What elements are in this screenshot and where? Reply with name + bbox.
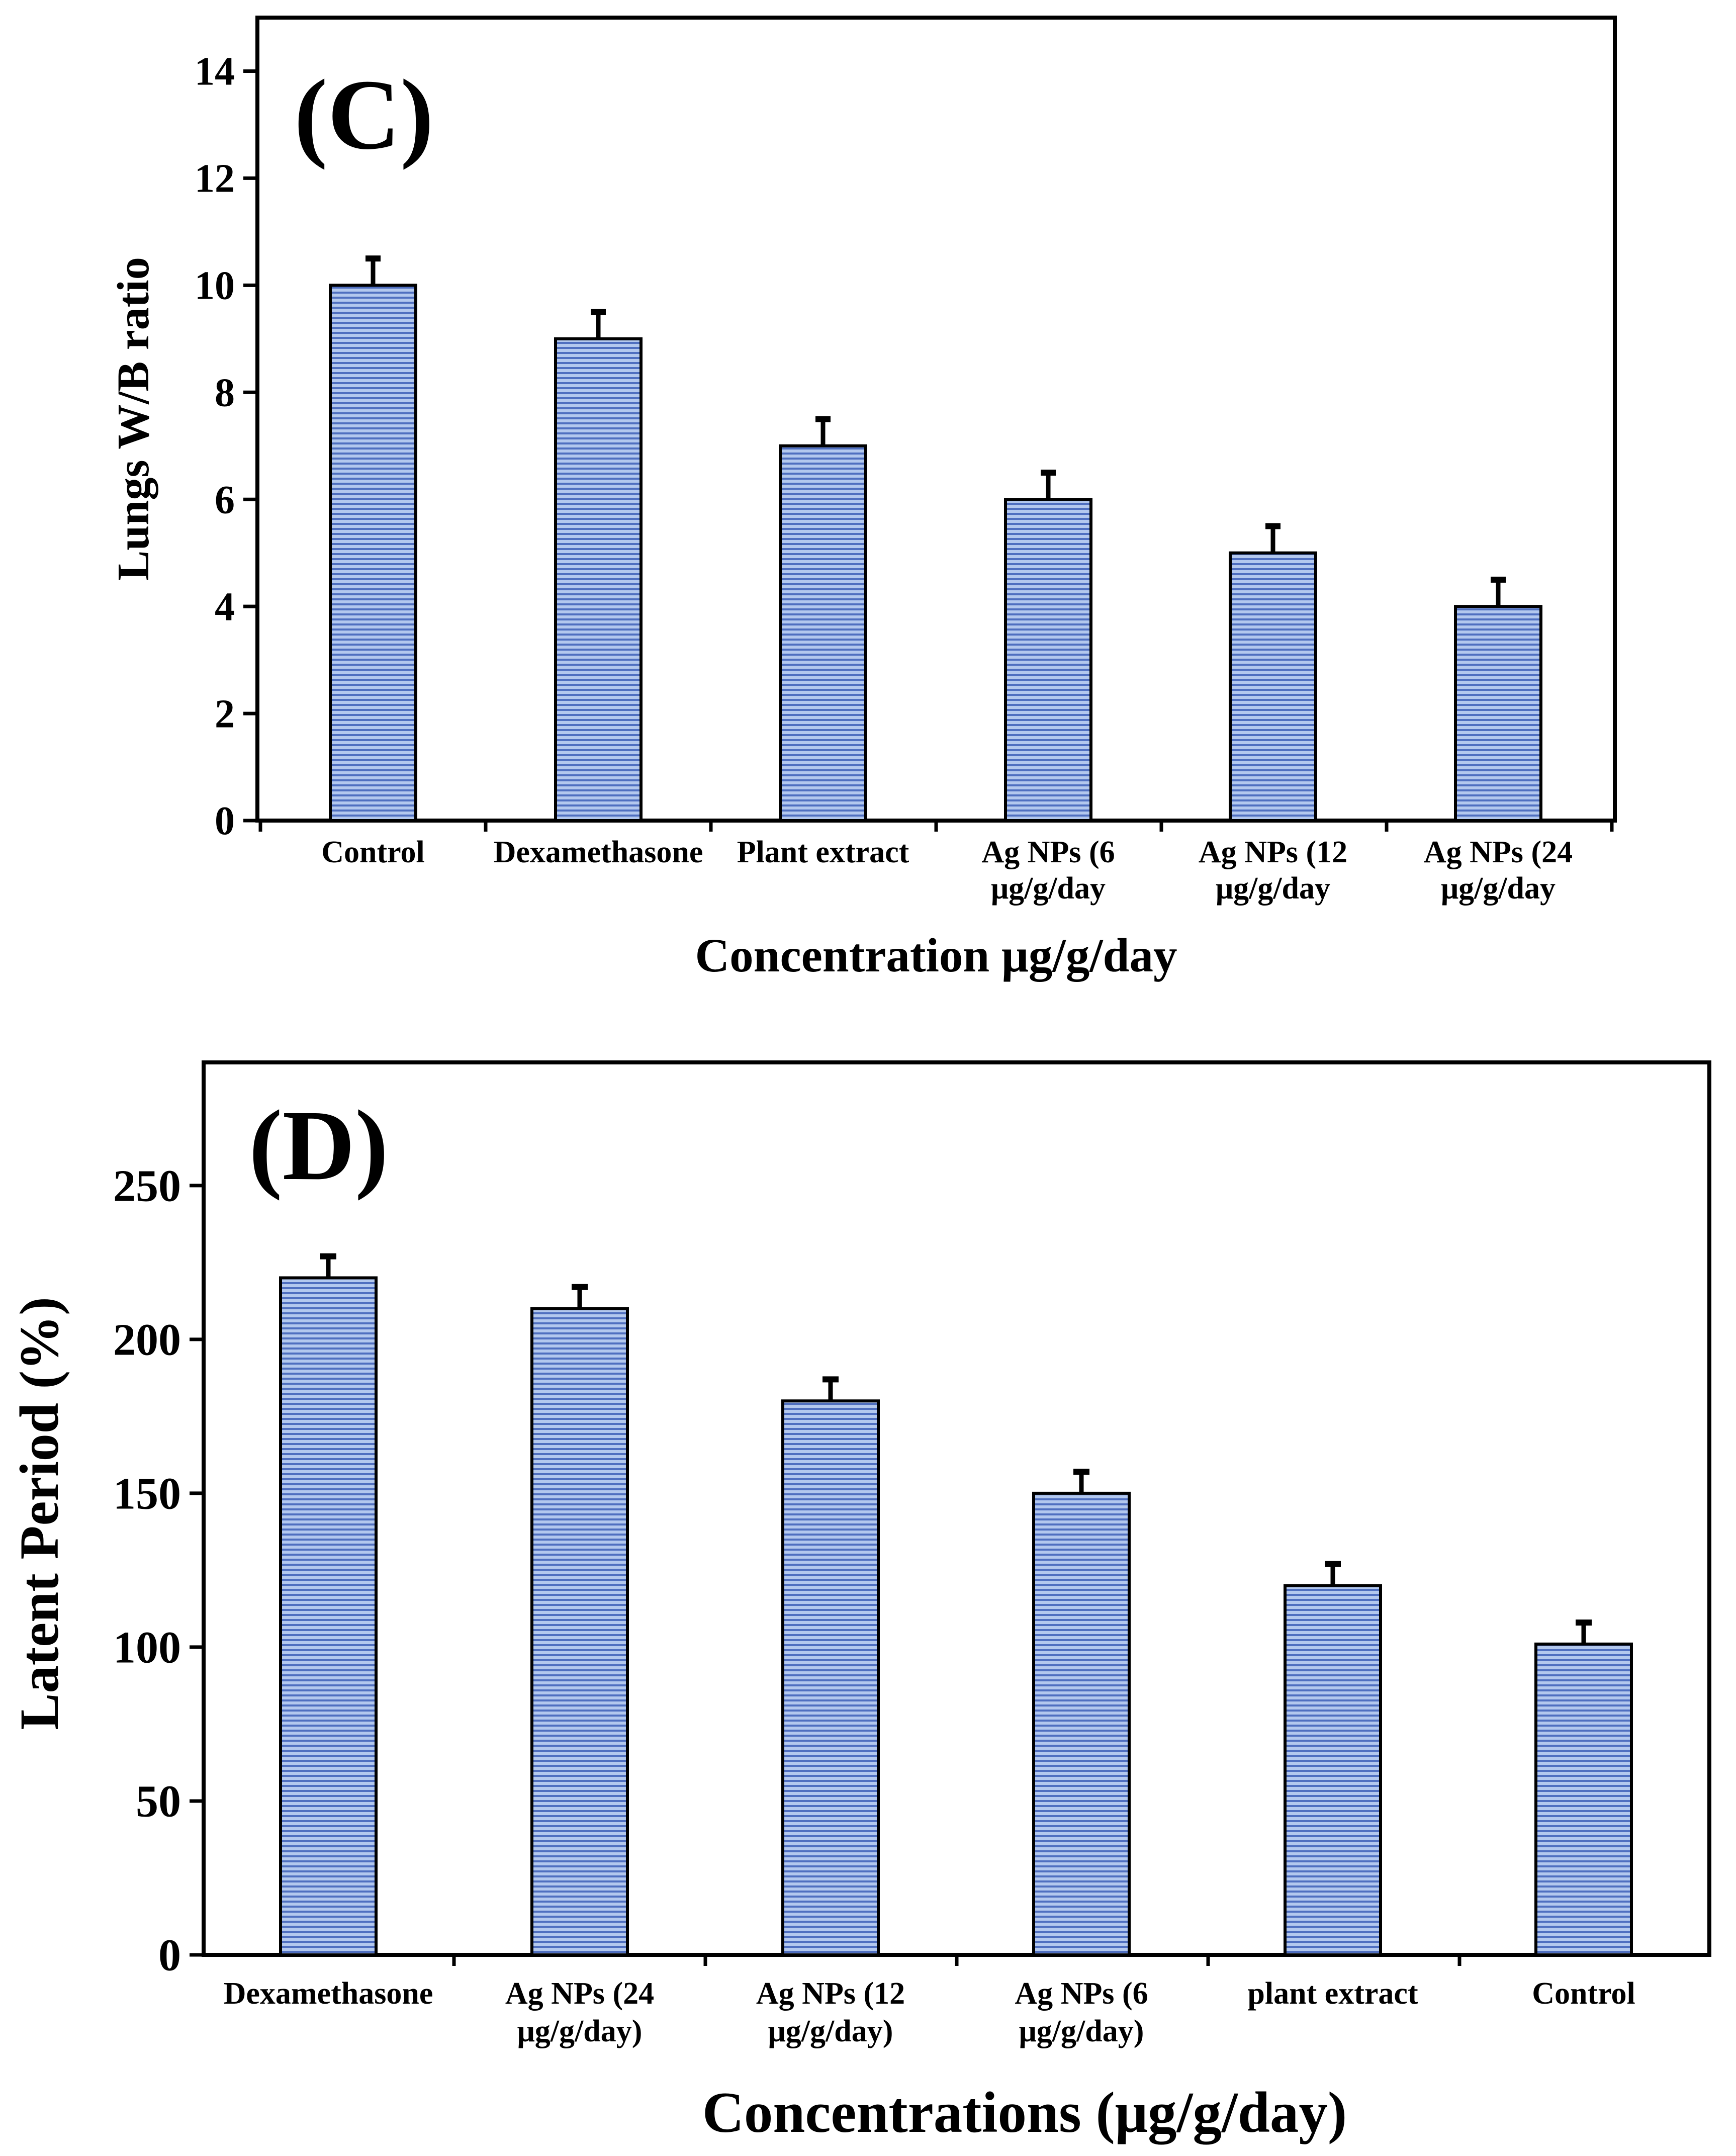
x-axis-label-d: Concentrations (μg/g/day)	[702, 2081, 1347, 2144]
x-axis-ticks-c: Control Dexamethasone Plant extract Ag NPs …	[258, 821, 1614, 906]
x-tick-label-line: μg/g/day	[991, 871, 1106, 906]
x-tick-label: Ag NPs (24 μg/g/day)	[505, 1977, 654, 2048]
y-tick-label: 0	[158, 1931, 181, 1981]
x-tick-label: Plant extract	[737, 835, 909, 869]
x-tick-label-line: Control	[1532, 1977, 1635, 2011]
y-tick-label: 200	[113, 1315, 181, 1365]
bar	[1229, 551, 1317, 822]
bars-d	[279, 1253, 1633, 1957]
bar	[1284, 1584, 1382, 1957]
chart-panel-c: (C) 0 2 4 6 8 10 12 14 Control Dexamethasone Plan…	[109, 16, 1617, 982]
x-tick-label-line: μg/g/day)	[517, 2014, 643, 2048]
x-axis-ticks-d: Dexamethasone Ag NPs (24 μg/g/day)Ag NPs (…	[224, 1955, 1635, 2048]
x-tick-label-line: Ag NPs (24	[505, 1977, 654, 2011]
y-axis-ticks-d: 0 50 100 150 200 250	[113, 1161, 204, 1981]
x-tick-label: Ag NPs (6 μg/g/day)	[1015, 1977, 1148, 2048]
y-tick-label: 8	[215, 371, 235, 415]
bar	[279, 1276, 378, 1956]
panel-label-c: (C)	[294, 59, 434, 170]
bar	[779, 444, 867, 822]
y-axis-ticks-c: 0 2 4 6 8 10 12 14	[195, 50, 257, 843]
bar	[530, 1307, 629, 1957]
x-tick-label: Ag NPs (6 μg/g/day	[981, 835, 1115, 906]
x-tick-label-line: Ag NPs (6	[981, 835, 1115, 869]
bar	[1004, 498, 1092, 822]
chart-panel-d: (D) 0 50 100 150 200 250 Dexamethasone Ag NPs …	[9, 1060, 1711, 2144]
x-tick-label-line: μg/g/day	[1216, 871, 1330, 906]
y-tick-label: 250	[113, 1161, 181, 1211]
x-tick-label-line: μg/g/day)	[768, 2014, 893, 2048]
x-tick-label-line: Ag NPs (6	[1015, 1977, 1148, 2011]
bar	[781, 1399, 880, 1956]
bar	[554, 337, 643, 822]
x-tick-label: Ag NPs (24 μg/g/day	[1424, 835, 1573, 906]
y-tick-label: 12	[195, 157, 235, 201]
y-tick-label: 4	[215, 585, 235, 629]
y-tick-label: 150	[113, 1469, 181, 1518]
x-tick-label-line: Ag NPs (12	[756, 1977, 905, 2011]
x-tick-label-line: Ag NPs (12	[1199, 835, 1347, 869]
x-tick-label: plant extract	[1247, 1977, 1418, 2011]
y-tick-label: 6	[215, 478, 235, 522]
x-tick-label: Dexamethasone	[224, 1977, 433, 2011]
panel-label-d: (D)	[249, 1090, 389, 1201]
bars-c	[329, 255, 1542, 822]
x-tick-label-line: Dexamethasone	[224, 1977, 433, 2011]
y-tick-label: 100	[113, 1623, 181, 1673]
bar	[1454, 605, 1542, 822]
x-axis-label-c: Concentration μg/g/day	[695, 929, 1177, 982]
bar	[1534, 1642, 1633, 1956]
y-tick-label: 50	[136, 1777, 181, 1827]
y-tick-label: 14	[195, 50, 235, 94]
x-tick-label: Dexamethasone	[494, 835, 703, 869]
plot-frame-d	[202, 1060, 1711, 1957]
y-axis-label-d: Latent Period (%)	[9, 1297, 70, 1730]
x-tick-label-line: plant extract	[1247, 1977, 1418, 2011]
x-tick-label-line: μg/g/day)	[1019, 2014, 1144, 2048]
x-tick-label: Control	[321, 835, 425, 869]
x-tick-label-line: Control	[321, 835, 425, 869]
y-tick-label: 0	[215, 799, 235, 843]
plot-frame-c	[255, 16, 1617, 823]
y-tick-label: 2	[215, 692, 235, 736]
bar	[329, 284, 417, 822]
x-tick-label-line: Dexamethasone	[494, 835, 703, 869]
x-tick-label: Ag NPs (12 μg/g/day	[1199, 835, 1347, 906]
x-tick-label: Control	[1532, 1977, 1635, 2011]
x-tick-label-line: Plant extract	[737, 835, 909, 869]
x-tick-label: Ag NPs (12 μg/g/day)	[756, 1977, 905, 2048]
x-tick-label-line: Ag NPs (24	[1424, 835, 1573, 869]
x-tick-label-line: μg/g/day	[1441, 871, 1556, 906]
y-tick-label: 10	[195, 264, 235, 308]
bar	[1032, 1491, 1131, 1956]
y-axis-label-c: Lungs W/B ratio	[109, 257, 158, 581]
